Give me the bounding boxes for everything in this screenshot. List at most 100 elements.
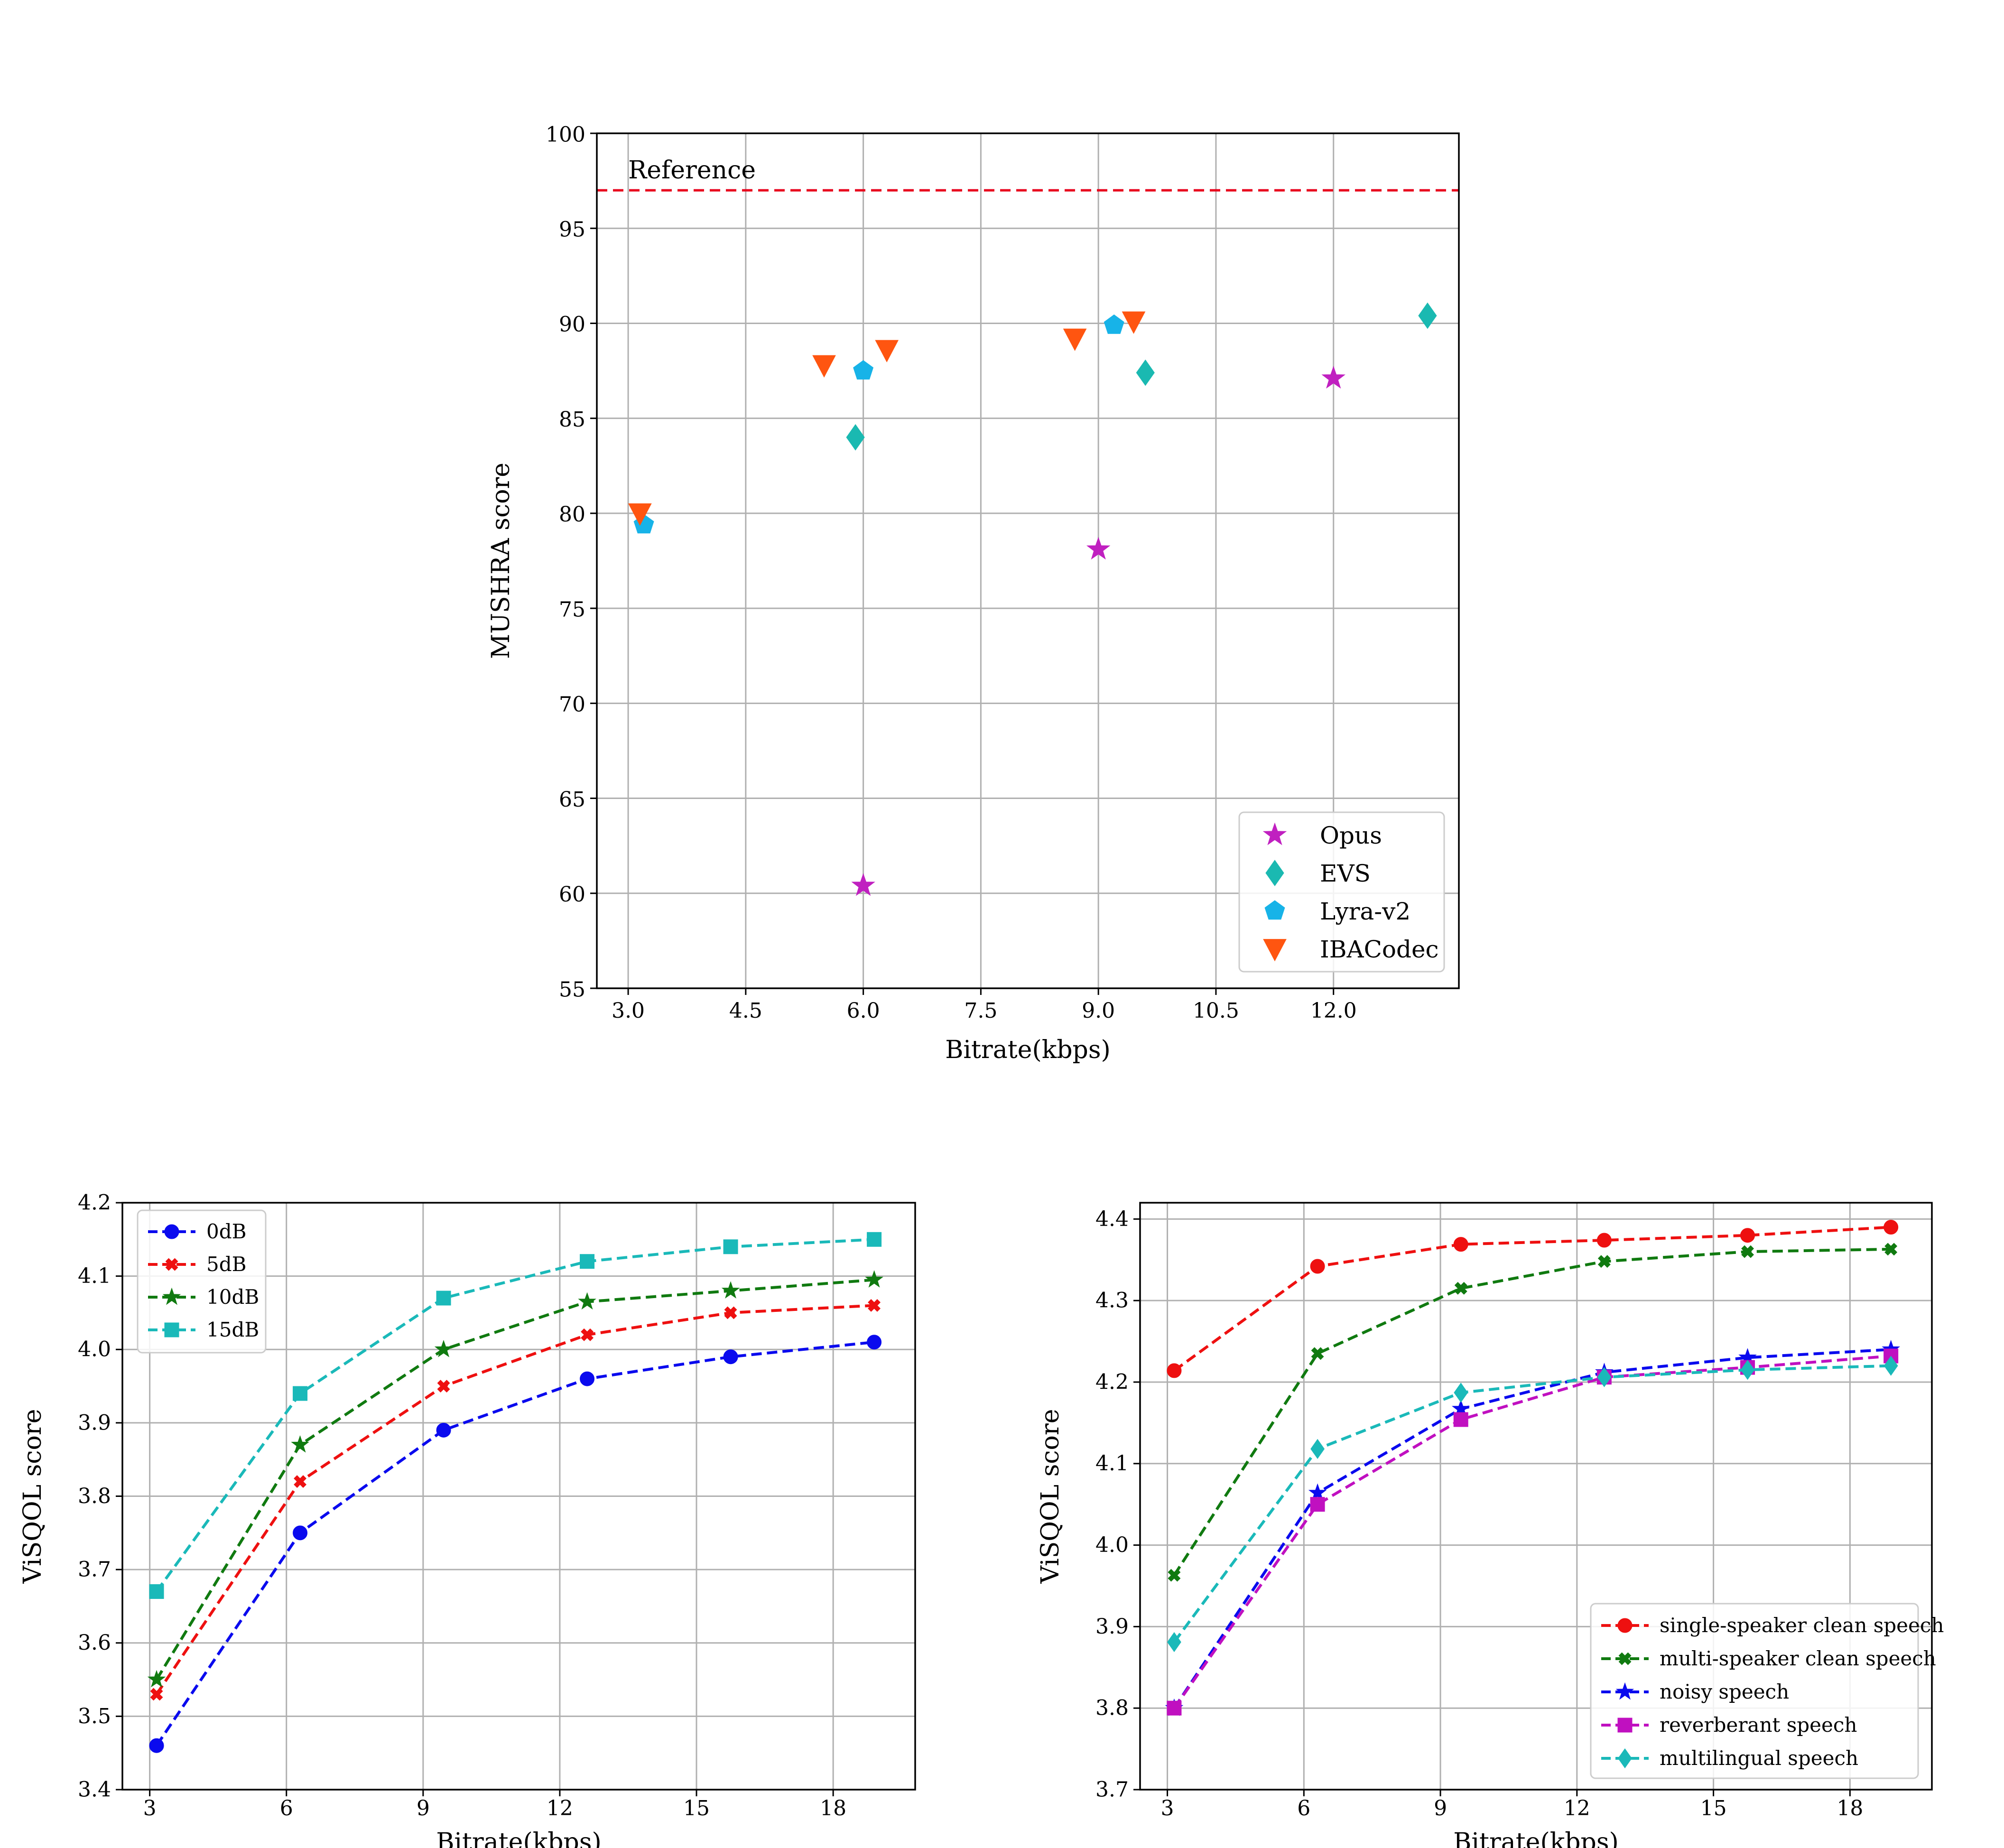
single-speaker-clean-speech-point (1883, 1220, 1899, 1235)
legend-entry-multi-speaker-clean-speech: multi-speaker clean speech (1601, 1647, 1936, 1670)
evs-legend-marker (1265, 860, 1284, 886)
ibacodec-point (875, 340, 899, 362)
opus-point (1321, 366, 1345, 389)
x-tick-label: 18 (820, 1796, 846, 1820)
legend-box (1238, 811, 1445, 973)
lyra-v2-point (1104, 314, 1124, 334)
series-multilingual-speech (1167, 1356, 1898, 1653)
ibacodec-point (812, 355, 836, 378)
y-tick-label: 55 (559, 977, 585, 1002)
x-tick-label: 6 (1297, 1796, 1310, 1820)
reverberant-speech-point (1167, 1700, 1182, 1716)
15db-point (436, 1291, 451, 1306)
y-axis-label: ViSQOL score (19, 1409, 47, 1584)
legend-entry-5db: 5dB (148, 1253, 246, 1276)
series-opus (851, 366, 1345, 896)
multilingual-speech-point (1597, 1367, 1612, 1387)
multilingual-speech-point (1454, 1383, 1468, 1403)
y-tick-label: 3.4 (78, 1777, 111, 1802)
x-tick-label: 12 (1564, 1796, 1590, 1820)
15db-legend-marker (164, 1322, 179, 1337)
y-axis-label: ViSQOL score (1036, 1409, 1065, 1584)
evs-point (1418, 302, 1437, 329)
noisy-speech-legend-marker (1615, 1682, 1634, 1700)
series-5db (150, 1299, 881, 1701)
reverberant-speech-legend-marker (1617, 1718, 1633, 1733)
mushra-chart: Reference 3.0 4.5 6.0 7.5 9.0 10.5 12.0 55 60 65 7… (487, 122, 1460, 1064)
lyra-v2-point (853, 360, 874, 380)
0db-point (867, 1335, 882, 1350)
legend-label: single-speaker clean speech (1660, 1614, 1944, 1637)
multi-speaker-clean-speech-point (1597, 1255, 1611, 1268)
5db-point (724, 1306, 737, 1319)
y-tick-label: 75 (559, 597, 585, 622)
multi-speaker-clean-speech-point (1884, 1243, 1898, 1256)
10db-point (147, 1670, 166, 1688)
0db-point (149, 1738, 164, 1753)
10db-point (291, 1435, 309, 1453)
legend-entry-evs: EVS (1265, 860, 1371, 887)
5db-legend-marker (165, 1258, 178, 1271)
10db-point (721, 1281, 740, 1299)
series-0db (149, 1335, 882, 1753)
multilingual-speech-point (1883, 1356, 1898, 1376)
legend-entry-15db: 15dB (148, 1318, 259, 1341)
legend-entry-10db: 10dB (148, 1285, 259, 1309)
x-tick-label: 9 (417, 1796, 430, 1820)
single-speaker-clean-speech-point (1740, 1228, 1755, 1243)
legend-entry-0db: 0dB (148, 1220, 246, 1243)
10db-point (434, 1339, 453, 1357)
legend-label: reverberant speech (1660, 1713, 1857, 1737)
x-tick-label: 3 (143, 1796, 157, 1820)
0db-point (293, 1525, 308, 1541)
plot-frame (596, 132, 1460, 989)
0db-line (155, 1340, 874, 1746)
legend-label: 15dB (206, 1318, 259, 1341)
0db-point (580, 1371, 595, 1386)
15db-point (723, 1239, 738, 1254)
y-tick-label: 3.9 (1095, 1615, 1129, 1639)
single-speaker-clean-speech-legend-marker (1617, 1618, 1633, 1633)
x-tick-label: 9 (1434, 1796, 1447, 1820)
evs-point (1136, 359, 1155, 386)
series-multi-speaker-clean-speech (1168, 1243, 1898, 1582)
noisy-speech-line (1173, 1348, 1891, 1709)
x-tick-label: 15 (683, 1796, 710, 1820)
15db-point (149, 1584, 164, 1599)
evs-point (846, 424, 865, 451)
x-tick-label: 6.0 (847, 999, 880, 1023)
multi-speaker-clean-speech-point (1741, 1245, 1754, 1258)
multi-speaker-clean-speech-line (1173, 1247, 1891, 1576)
legend-entry-ibacodec: IBACodec (1263, 936, 1439, 963)
y-tick-label: 4.0 (1095, 1533, 1129, 1557)
opus-point (851, 873, 875, 896)
10db-legend-marker (162, 1287, 181, 1305)
legend-entry-opus: Opus (1262, 822, 1382, 849)
x-tick-label: 3.0 (612, 999, 645, 1023)
y-tick-label: 4.2 (1095, 1370, 1129, 1394)
x-tick-label: 7.5 (964, 999, 997, 1023)
single-speaker-clean-speech-point (1596, 1233, 1612, 1248)
y-tick-label: 70 (559, 693, 585, 717)
x-tick-label: 12.0 (1310, 999, 1357, 1023)
y-tick-label: 3.7 (78, 1558, 111, 1582)
single-speaker-clean-speech-point (1453, 1237, 1468, 1252)
5db-point (868, 1299, 881, 1312)
legend-entry-reverberant-speech: reverberant speech (1601, 1713, 1857, 1737)
15db-point (293, 1386, 308, 1401)
legend-entry-single-speaker-clean-speech: single-speaker clean speech (1601, 1614, 1944, 1637)
5db-point (437, 1380, 450, 1393)
legend-label: multi-speaker clean speech (1660, 1647, 1936, 1670)
series-15db (149, 1232, 882, 1599)
ibacodec-point (1063, 328, 1087, 351)
legend-label: IBACodec (1320, 936, 1439, 963)
multilingual-speech-legend-marker (1618, 1748, 1632, 1769)
multilingual-speech-line (1173, 1364, 1891, 1643)
x-tick-label: 4.5 (729, 999, 762, 1023)
legend-box (1590, 1603, 1919, 1779)
y-tick-label: 3.5 (78, 1704, 111, 1728)
legend-label: noisy speech (1660, 1680, 1789, 1703)
single-speaker-clean-speech-line (1173, 1226, 1891, 1372)
5db-line (155, 1304, 874, 1695)
visqol-snr-chart: 3 6 9 12 15 18 3.4 3.5 3.6 3.7 3.8 3.9 4.0 4.1 4.2 Bit… (19, 1190, 916, 1848)
